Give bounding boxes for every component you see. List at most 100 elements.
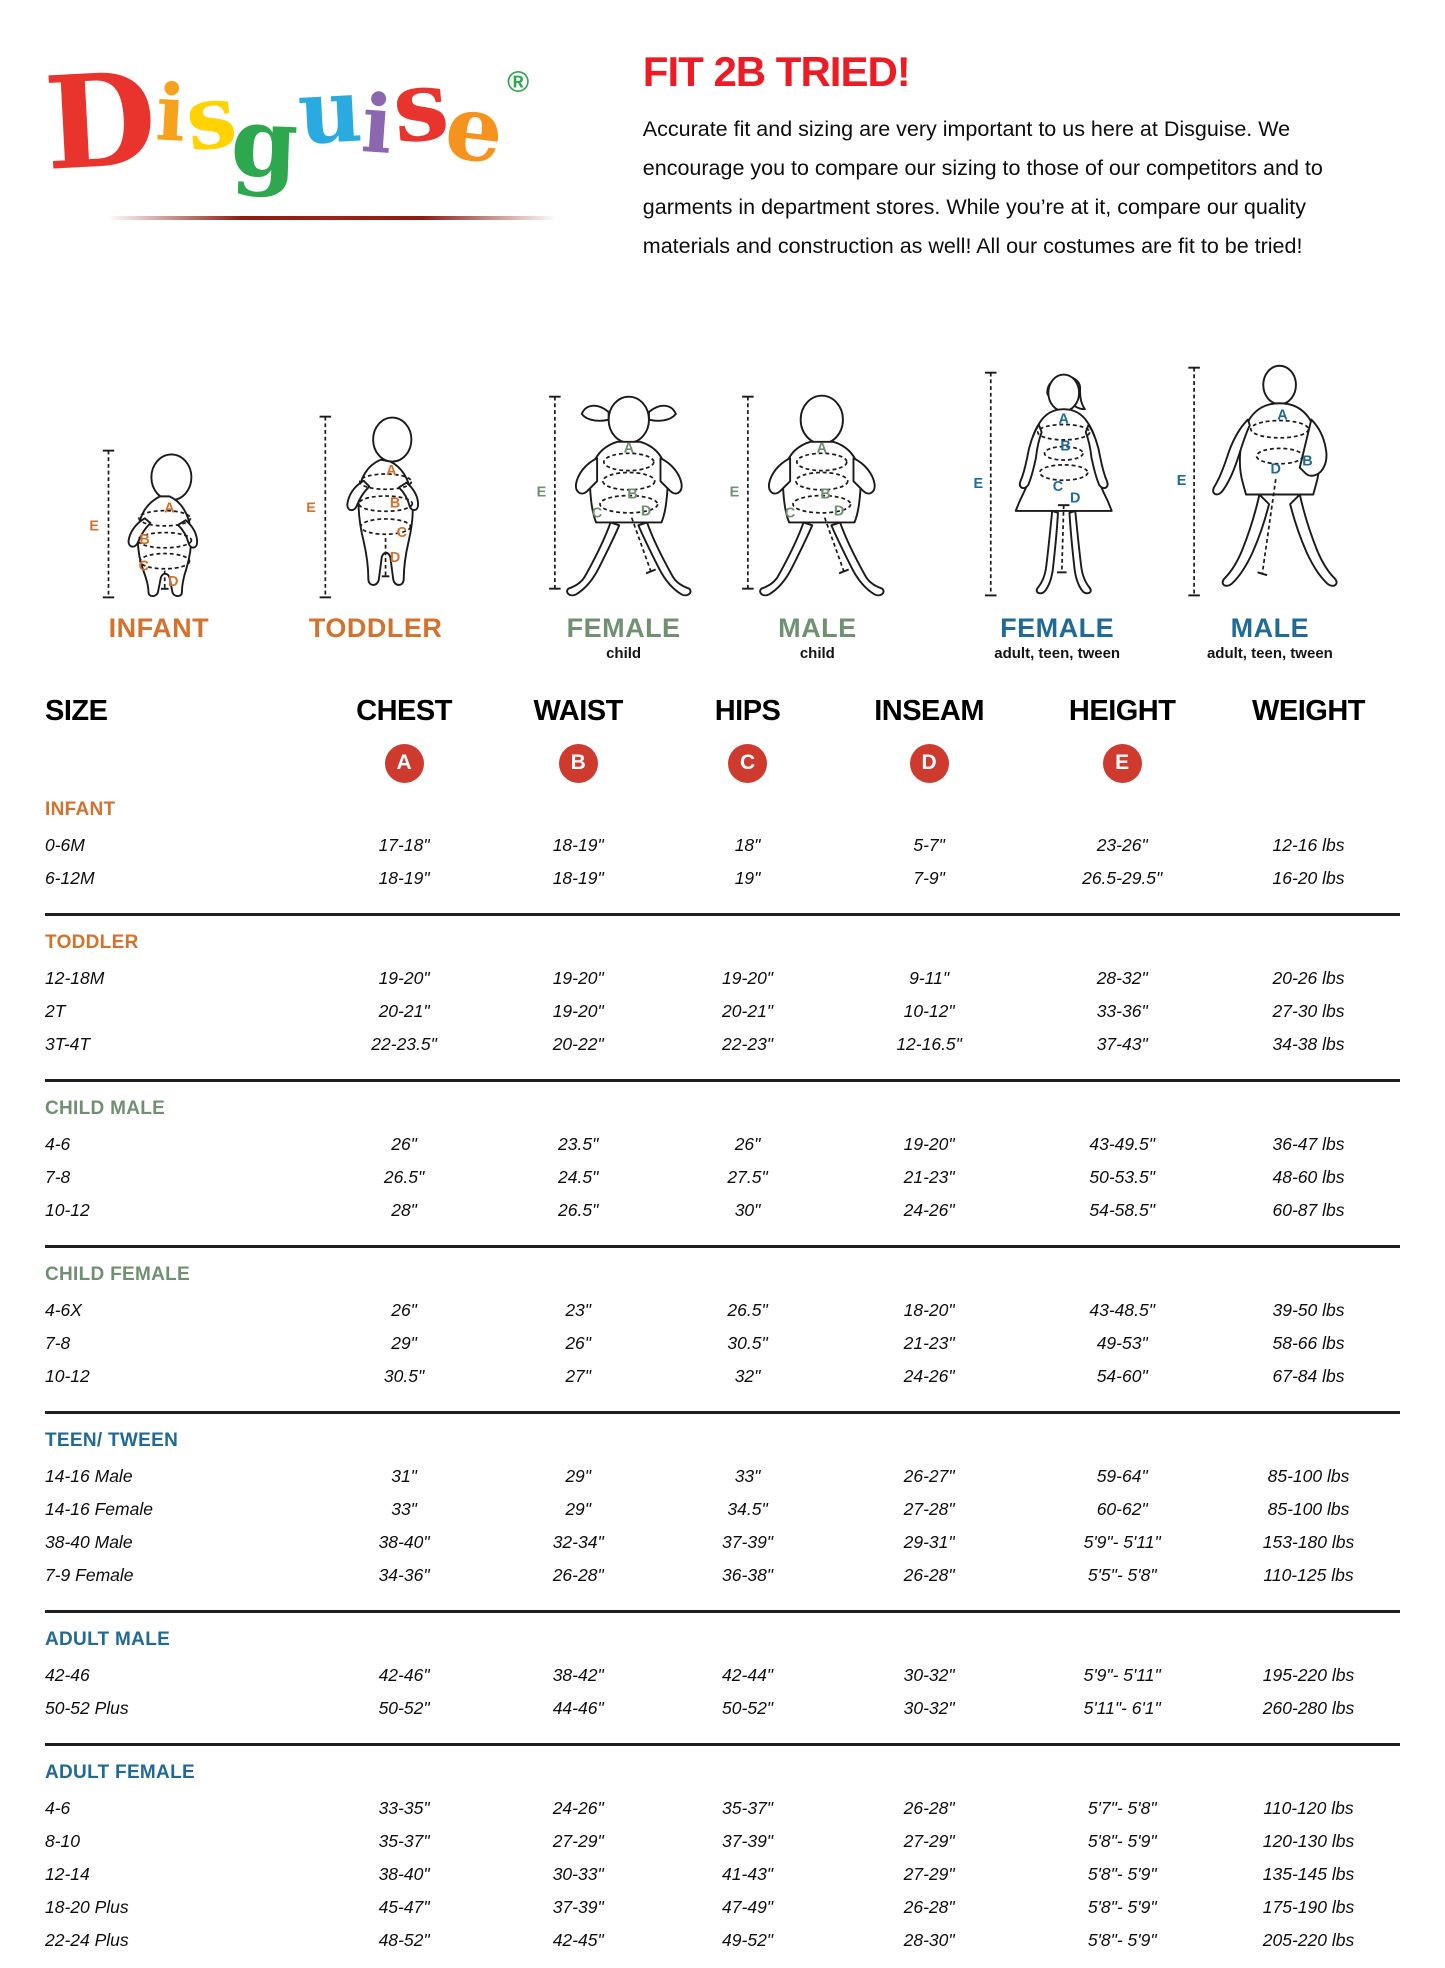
value-cell: 33-36" xyxy=(1096,1000,1148,1021)
size-cell: 38-40 Male xyxy=(45,1531,133,1552)
measurement-figures: A B C D E INFANT A B xyxy=(45,273,1400,661)
value-cell: 110-120 lbs xyxy=(1263,1797,1354,1818)
size-cell: 4-6X xyxy=(45,1299,82,1320)
value-cell: 26-27" xyxy=(903,1465,955,1486)
value-cell: 38-40" xyxy=(378,1531,430,1552)
value-cell: 38-42" xyxy=(552,1664,604,1685)
value-cell: 10-12" xyxy=(903,1000,955,1021)
value-cell: 50-53.5" xyxy=(1089,1166,1155,1187)
value-cell: 29-31" xyxy=(903,1531,955,1552)
value-cell: 19-20" xyxy=(722,967,774,988)
value-cell: 19-20" xyxy=(552,1000,604,1021)
column-header-waist: WAIST xyxy=(533,694,624,727)
logo-wordmark: Disguise® xyxy=(41,44,643,200)
value-cell: 26" xyxy=(734,1133,761,1154)
table-row: 14-16 Female 33" 29" 34.5" 27-28" 60-62" 85-10… xyxy=(45,1493,1400,1526)
value-cell: 29" xyxy=(565,1498,592,1519)
value-cell: 20-21" xyxy=(722,1000,774,1021)
value-cell: 49-52" xyxy=(722,1929,774,1950)
value-cell: 27" xyxy=(565,1365,592,1386)
value-cell: 5'8"- 5'9" xyxy=(1087,1863,1157,1884)
value-cell: 135-145 lbs xyxy=(1262,1863,1355,1884)
figure-label: FEMALE xyxy=(1000,612,1115,643)
value-cell: 22-23" xyxy=(722,1033,774,1054)
size-cell: 14-16 Male xyxy=(45,1465,133,1486)
logo-letter: s xyxy=(387,46,453,167)
value-cell: 37-39" xyxy=(722,1830,774,1851)
value-cell: 175-190 lbs xyxy=(1262,1896,1355,1917)
column-header-size: SIZE xyxy=(45,694,108,727)
value-cell: 19-20" xyxy=(552,967,604,988)
measure-letter-e: E xyxy=(974,475,984,491)
value-cell: 49-53" xyxy=(1096,1332,1148,1353)
table-row: 4-6 33-35" 24-26" 35-37" 26-28" 5'7"- 5'8" 110… xyxy=(45,1792,1400,1825)
measure-letter-d: D xyxy=(168,573,178,589)
intro-paragraph: Accurate fit and sizing are very importa… xyxy=(642,117,1323,259)
value-cell: 17-18" xyxy=(378,834,430,855)
page-header: Disguise® FIT 2B TRIED! Accurate fit and… xyxy=(41,30,1400,267)
value-cell: 16-20 lbs xyxy=(1272,867,1345,888)
value-cell: 30.5" xyxy=(383,1365,425,1386)
value-cell: 26" xyxy=(391,1299,417,1320)
column-header-chest: CHEST xyxy=(356,694,452,727)
value-cell: 153-180 lbs xyxy=(1262,1531,1355,1552)
figure-label: INFANT xyxy=(108,612,210,643)
column-header-inseam: INSEAM xyxy=(874,694,984,727)
table-row: 2T 20-21" 19-20" 20-21" 10-12" 33-36" 27-30 lb… xyxy=(45,995,1400,1028)
infant-figure-diagram: A B C D E xyxy=(89,449,198,598)
figure-label: MALE xyxy=(778,612,857,643)
size-cell: 0-6M xyxy=(45,834,85,855)
value-cell: 27.5" xyxy=(727,1166,768,1187)
size-cell: 4-6 xyxy=(45,1133,71,1154)
column-header-hips: HIPS xyxy=(714,694,781,727)
badge-b: B xyxy=(558,743,598,783)
column-header-height: HEIGHT xyxy=(1068,694,1176,727)
value-cell: 110-125 lbs xyxy=(1263,1564,1354,1585)
value-cell: 34-36" xyxy=(378,1564,430,1585)
value-cell: 23-26" xyxy=(1096,834,1148,855)
table-row: 7-9 Female 34-36" 26-28" 36-38" 26-28" 5'5"- … xyxy=(45,1559,1400,1592)
measure-letter-e: E xyxy=(536,484,546,500)
measure-letter-c: C xyxy=(396,525,406,541)
value-cell: 26.5" xyxy=(558,1199,599,1220)
section-title: TEEN/ TWEEN xyxy=(45,1429,179,1451)
value-cell: 35-37" xyxy=(378,1830,430,1851)
value-cell: 18-19" xyxy=(552,867,604,888)
measure-letter-b: B xyxy=(1061,438,1071,454)
logo-letter: u xyxy=(295,57,365,165)
value-cell: 18-19" xyxy=(378,867,430,888)
figure-sublabel: child xyxy=(606,644,642,662)
table-header-row: SIZE CHEST WAIST HIPS INSEAM HEIGHT WEIG… xyxy=(45,695,1400,728)
value-cell: 67-84 lbs xyxy=(1272,1365,1345,1386)
value-cell: 5'7"- 5'8" xyxy=(1087,1797,1157,1818)
value-cell: 54-60" xyxy=(1096,1365,1148,1386)
page-title: FIT 2B TRIED! xyxy=(642,48,911,95)
value-cell: 9-11" xyxy=(909,967,950,988)
value-cell: 37-39" xyxy=(552,1896,604,1917)
measure-letter-b: B xyxy=(139,532,149,548)
section-divider xyxy=(45,1742,1400,1746)
badge-e: E xyxy=(1102,743,1142,783)
value-cell: 195-220 lbs xyxy=(1262,1664,1355,1685)
table-row: 6-12M 18-19" 18-19" 19" 7-9" 26.5-29.5" 16-20 … xyxy=(45,862,1400,895)
measure-letter-c: C xyxy=(591,505,601,521)
value-cell: 26-28" xyxy=(552,1564,604,1585)
value-cell: 5'5"- 5'8" xyxy=(1087,1564,1157,1585)
measure-letter-b: B xyxy=(821,486,831,502)
value-cell: 5'9"- 5'11" xyxy=(1083,1664,1161,1685)
value-cell: 30.5" xyxy=(727,1332,768,1353)
section-divider xyxy=(45,1244,1400,1248)
value-cell: 28" xyxy=(391,1199,417,1220)
value-cell: 42-44" xyxy=(722,1664,774,1685)
value-cell: 18" xyxy=(734,834,761,855)
size-cell: 4-6 xyxy=(45,1797,71,1818)
size-cell: 12-14 xyxy=(45,1863,90,1884)
value-cell: 58-66 lbs xyxy=(1272,1332,1345,1353)
registered-trademark-icon: ® xyxy=(507,66,530,99)
size-cell: 2T xyxy=(45,1000,66,1021)
value-cell: 23.5" xyxy=(558,1133,599,1154)
value-cell: 24-26" xyxy=(903,1365,955,1386)
size-cell: 12-18M xyxy=(45,967,105,988)
value-cell: 41-43" xyxy=(722,1863,774,1884)
male-adult-figure-diagram: A B D E xyxy=(1177,364,1338,596)
